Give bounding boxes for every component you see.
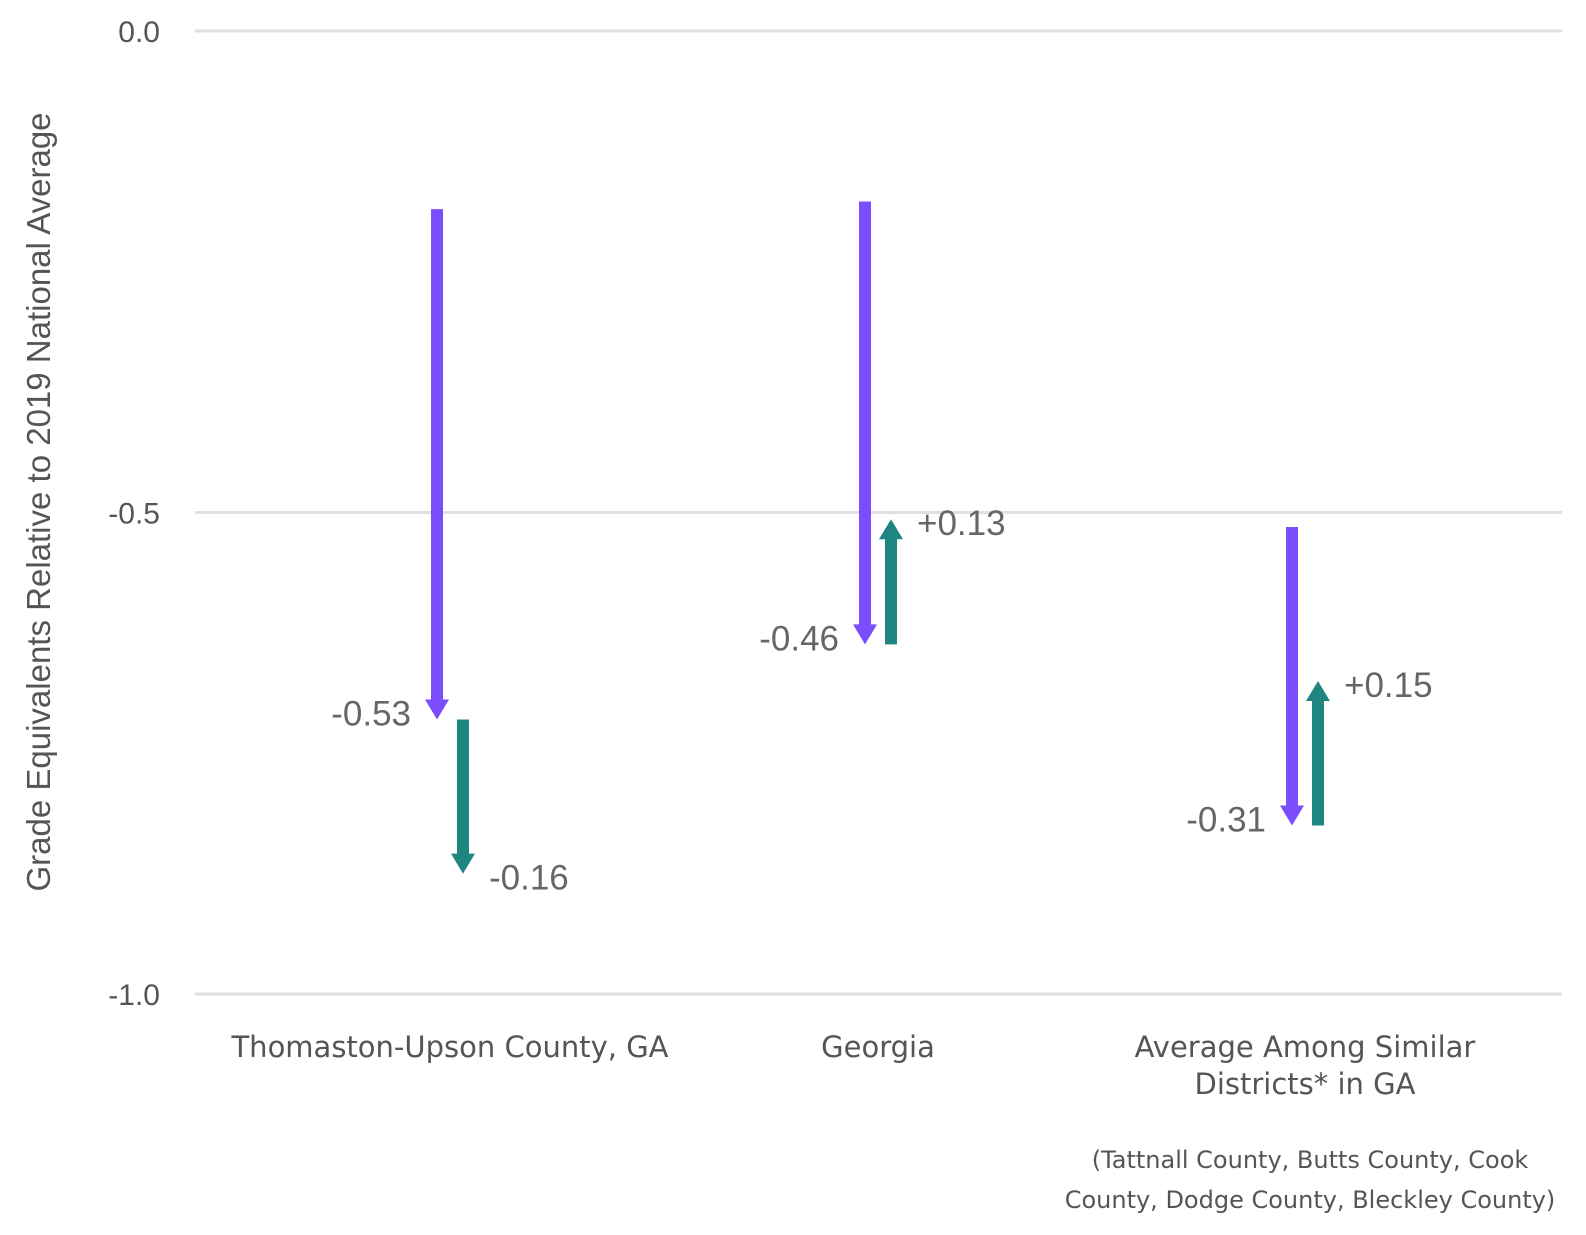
footnote-line: County, Dodge County, Bleckley County) (1065, 1186, 1556, 1214)
y-tick-label: 0.0 (118, 16, 160, 49)
decline-value-label: -0.31 (1186, 800, 1266, 839)
change-arrow (879, 519, 903, 645)
category-labels: Thomaston-Upson County, GA Georgia Average… (230, 1030, 1475, 1101)
decline-value-label: -0.46 (759, 619, 839, 658)
arrows (425, 201, 1330, 874)
y-tick-label: -1.0 (108, 979, 160, 1012)
category-label: Average Among Similar (1135, 1030, 1476, 1064)
decline-arrow (853, 201, 877, 645)
gridlines (195, 29, 1562, 996)
data-labels: -0.53 -0.16 -0.46 +0.13 -0.31 +0.15 (331, 504, 1432, 897)
category-label: Thomaston-Upson County, GA (230, 1030, 668, 1064)
y-tick-label: -0.5 (108, 498, 160, 531)
decline-arrow (1280, 526, 1304, 826)
change-value-label: -0.16 (489, 859, 569, 898)
change-value-label: +0.13 (917, 504, 1006, 543)
footnote-line: (Tattnall County, Butts County, Cook (1092, 1146, 1529, 1174)
change-arrow (451, 719, 475, 874)
y-axis-label: Grade Equivalents Relative to 2019 Natio… (20, 112, 57, 891)
category-label: Districts* in GA (1195, 1067, 1416, 1101)
change-value-label: +0.15 (1344, 666, 1433, 705)
category-label: Georgia (821, 1030, 935, 1064)
change-arrow (1306, 681, 1330, 826)
decline-value-label: -0.53 (331, 695, 411, 734)
y-axis-ticks: 0.0 -0.5 -1.0 (108, 16, 160, 1012)
decline-arrow (425, 209, 449, 720)
footnote: (Tattnall County, Butts County, Cook Coun… (1065, 1146, 1556, 1214)
